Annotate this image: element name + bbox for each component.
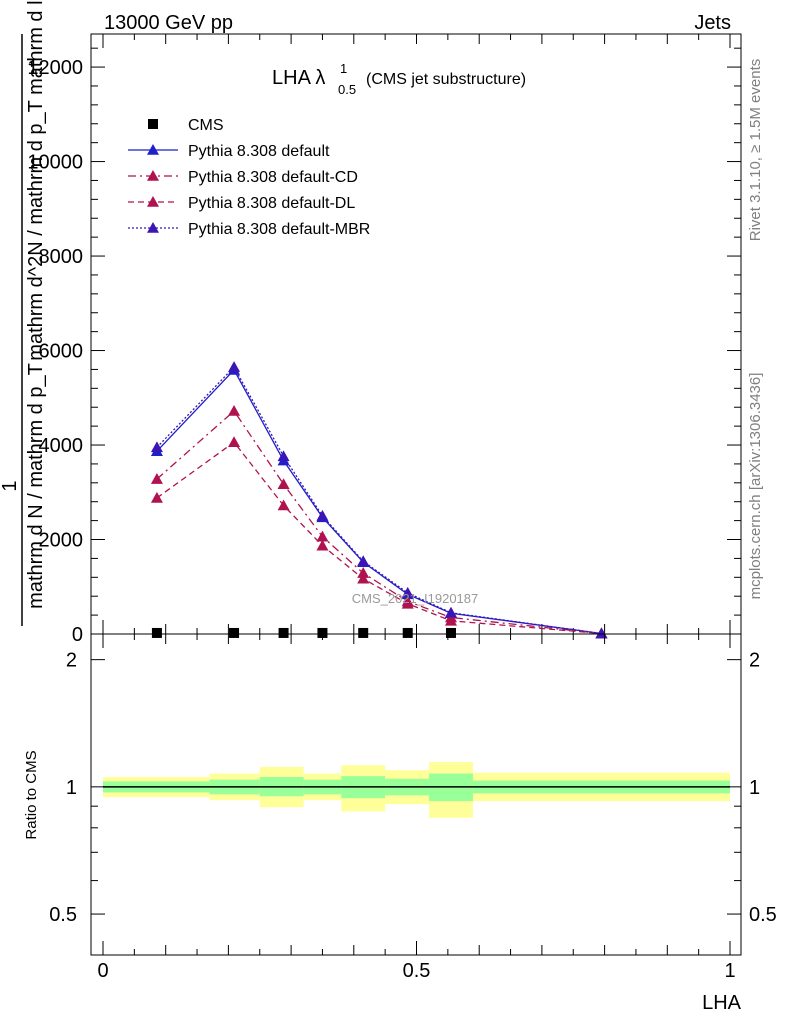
data-point <box>317 627 328 638</box>
ratio-y-axis-label: Ratio to CMS <box>23 750 40 839</box>
y-label-numerator: 1 <box>0 480 21 491</box>
y-label-denominator: mathrm d N / mathrm d p_T <box>25 363 47 609</box>
data-point <box>277 450 290 462</box>
data-point <box>401 597 414 609</box>
data-point <box>150 441 163 453</box>
legend-marker <box>147 144 159 155</box>
data-point <box>150 473 163 484</box>
data-point <box>316 509 329 521</box>
main-plot-panel: 0 2000 4000 6000 8000 10000 12000 <box>27 33 742 646</box>
x-tick-label: 0 <box>97 960 108 982</box>
series-line <box>156 365 602 635</box>
legend-label: CMS <box>188 117 224 134</box>
data-point <box>445 627 456 638</box>
series-pythia-8-308-default-mbr <box>150 361 608 639</box>
legend-label: Pythia 8.308 default <box>188 143 330 160</box>
ratio-y-tick-label: 1 <box>66 777 77 799</box>
data-point <box>228 361 241 372</box>
legend-label: Pythia 8.308 default-DL <box>188 195 355 212</box>
series-line <box>156 410 602 635</box>
legend-label: Pythia 8.308 default-CD <box>188 169 358 186</box>
series-cms <box>151 627 456 638</box>
ratio-y-tick-label: 0.5 <box>49 904 77 926</box>
ratio-y-tick-label-right: 0.5 <box>749 904 777 926</box>
data-point <box>357 572 370 584</box>
data-point <box>228 405 241 416</box>
data-point <box>150 491 163 503</box>
legend-marker <box>147 222 159 233</box>
y-tick-label: 0 <box>72 624 83 646</box>
legend-marker <box>147 170 159 181</box>
data-point <box>357 567 370 578</box>
data-point <box>316 539 329 551</box>
data-point <box>358 627 369 638</box>
legend-item: Pythia 8.308 default-CD <box>128 169 358 186</box>
ratio-plot-panel: 0.5 0.5 1 1 2 2 0 0.5 1 <box>49 633 777 982</box>
series-line <box>156 441 602 635</box>
energy-label: 13000 GeV pp <box>104 12 233 34</box>
data-point <box>316 530 329 542</box>
legend-item: CMS <box>148 117 224 134</box>
y-label-right-part: mathrm d^2N / mathrm d p_T mathrm d lamb… <box>25 0 47 361</box>
category-label: Jets <box>694 12 731 34</box>
y-tick-label: 10000 <box>27 152 83 174</box>
title-subtitle: (CMS jet substructure) <box>366 71 526 88</box>
title-superscript: 1 <box>340 61 347 76</box>
mcplots-label: mcplots.cern.ch [arXiv:1306.3436] <box>747 373 764 600</box>
ratio-y-tick-label: 2 <box>66 650 77 672</box>
chart-title: LHA λ 1 0.5 (CMS jet substructure) <box>272 61 526 97</box>
legend-marker <box>148 119 158 129</box>
data-point <box>228 436 241 447</box>
legend-marker <box>147 196 159 207</box>
rivet-label: Rivet 3.1.10, ≥ 1.5M events <box>747 59 764 242</box>
data-point <box>401 586 414 598</box>
title-subscript: 0.5 <box>338 82 356 97</box>
data-point <box>229 627 240 638</box>
ratio-y-tick-label-right: 2 <box>749 650 760 672</box>
legend: CMS Pythia 8.308 default Pythia 8.308 defa… <box>128 117 370 238</box>
data-point <box>357 555 370 567</box>
y-tick-label: 2000 <box>39 530 84 552</box>
data-point <box>402 627 413 638</box>
x-tick-label: 1 <box>724 960 735 982</box>
data-point <box>444 606 457 618</box>
title-text: LHA λ <box>272 67 325 89</box>
data-point <box>278 627 289 638</box>
legend-item: Pythia 8.308 default-MBR <box>128 221 370 238</box>
series-pythia-8-308-default-dl <box>150 436 608 639</box>
data-point <box>444 614 457 626</box>
x-axis-label: LHA <box>702 992 742 1014</box>
ratio-y-tick-label-right: 1 <box>749 777 760 799</box>
legend-item: Pythia 8.308 default <box>128 143 330 160</box>
legend-label: Pythia 8.308 default-MBR <box>188 221 370 238</box>
data-point <box>277 478 290 490</box>
x-tick-label: 0.5 <box>403 960 431 982</box>
main-y-axis-label: 1 mathrm d N / mathrm d p_T mathrm d^2N … <box>0 0 47 626</box>
y-tick-label: 6000 <box>39 341 84 363</box>
y-tick-label: 4000 <box>39 435 84 457</box>
data-point <box>277 499 290 511</box>
legend-item: Pythia 8.308 default-DL <box>128 195 355 212</box>
analysis-watermark: CMS_2021_I1920187 <box>352 591 479 606</box>
y-tick-label: 8000 <box>39 246 84 268</box>
y-tick-label: 12000 <box>27 57 83 79</box>
data-point <box>151 627 162 638</box>
